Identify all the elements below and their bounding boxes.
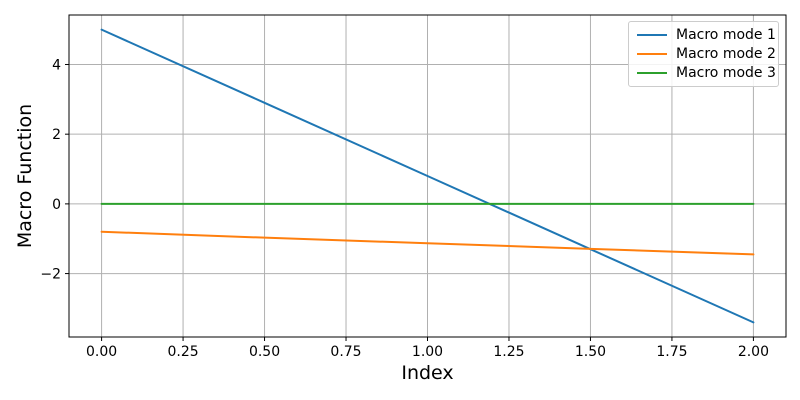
x-tick-label: 0.25 [167,344,198,360]
legend-item-3: Macro mode 3 [637,64,776,83]
legend-line-swatch [637,52,667,55]
legend: Macro mode 1 Macro mode 2 Macro mode 3 [628,21,779,87]
y-tick-label: −2 [40,267,61,283]
series-line-1 [100,28,755,324]
x-axis-label: Index [401,362,454,384]
legend-label: Macro mode 3 [676,65,776,82]
x-tick-label: 1.75 [656,344,687,360]
y-tick-label: 4 [52,57,61,73]
y-tick-label: 2 [52,127,61,143]
y-axis-label: Macro Function [14,103,36,249]
legend-line-swatch [637,33,667,36]
x-tick-label: 1.25 [493,344,524,360]
legend-item-1: Macro mode 1 [637,25,776,44]
legend-line-swatch [637,72,667,75]
x-tick-label: 0.50 [249,344,280,360]
legend-item-2: Macro mode 2 [637,44,776,63]
x-tick-label: 1.50 [575,344,606,360]
x-tick-label: 2.00 [738,344,769,360]
y-tick-label: 0 [52,197,61,213]
x-tick-label: 0.00 [86,344,117,360]
x-tick-label: 1.00 [412,344,443,360]
series-line-2 [100,230,755,256]
legend-label: Macro mode 2 [676,45,776,62]
x-tick-label: 0.75 [330,344,361,360]
legend-label: Macro mode 1 [676,26,776,43]
